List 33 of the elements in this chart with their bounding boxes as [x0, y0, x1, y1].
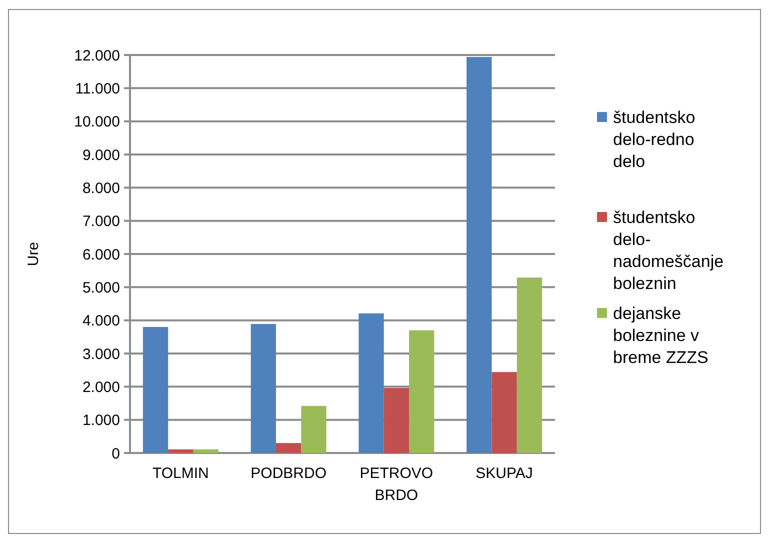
bar [516, 278, 542, 453]
legend-label: dejanske boleznine v breme ZZZS [613, 304, 708, 367]
x-tick-label: SKUPAJ [476, 465, 533, 482]
y-tick-label: 5.000 [82, 279, 120, 296]
x-tick-label: PETROVO BRDO [360, 465, 434, 504]
y-axis-title: Ure [25, 242, 42, 266]
y-tick-label: 2.000 [82, 378, 120, 396]
y-tick-label: 7.000 [82, 213, 120, 230]
x-tick-label: PODBRDO [250, 465, 326, 482]
bar [358, 313, 384, 453]
y-tick-label: 9.000 [82, 146, 120, 164]
y-tick-label: 6.000 [82, 246, 120, 264]
bar [193, 449, 218, 453]
y-tick-label: 8.000 [82, 180, 120, 197]
bar [168, 449, 194, 453]
legend-label: študentsko delo-nadomeščanje boleznin [613, 208, 724, 293]
bar [409, 330, 434, 453]
bar [301, 406, 326, 453]
y-tick-label: 11.000 [75, 80, 120, 98]
bar [250, 324, 276, 453]
bar [142, 326, 168, 453]
bar [276, 443, 302, 453]
bar [384, 388, 410, 453]
legend-label: študentsko delo-redno delo [613, 108, 696, 171]
y-tick-label: 0 [112, 445, 120, 462]
y-tick-label: 4.000 [82, 312, 120, 330]
bar [466, 56, 492, 453]
y-tick-label: 12.000 [74, 47, 120, 64]
y-tick-label: 3.000 [82, 346, 120, 363]
x-tick-label: TOLMIN [152, 465, 209, 482]
y-tick-label: 10.000 [74, 114, 120, 131]
y-tick-label: 1.000 [82, 412, 120, 430]
bar [492, 372, 517, 453]
